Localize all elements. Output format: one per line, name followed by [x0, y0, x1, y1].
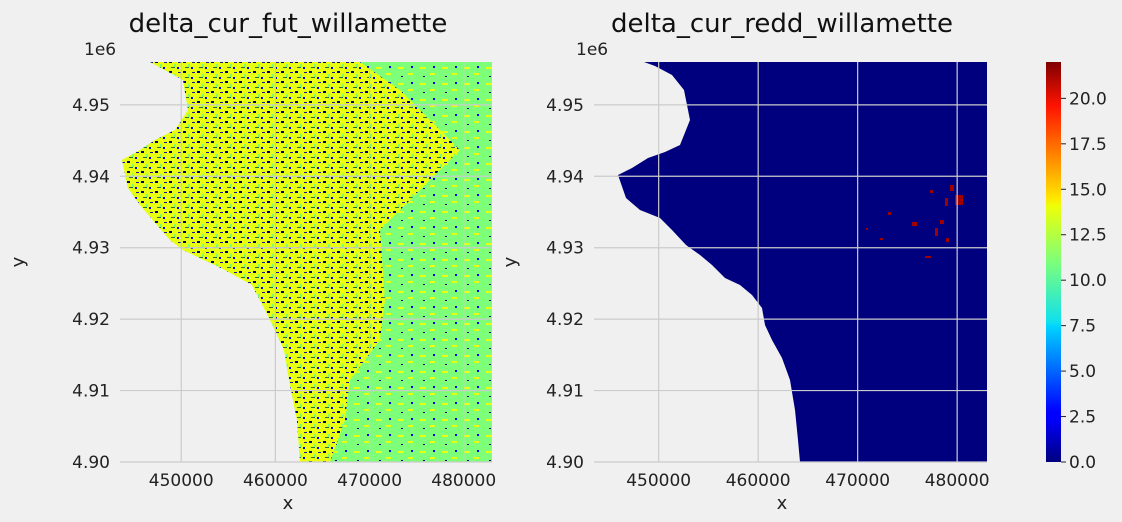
- colorbar-tick-label: 17.5: [1069, 135, 1107, 155]
- left-heatmap: [122, 62, 492, 462]
- left-x-ticks: 450000 460000 470000 480000: [149, 471, 496, 491]
- x-tick-label: 460000: [243, 471, 308, 491]
- left-plot: delta_cur_fut_willamette 1e6 450000 46000…: [8, 9, 496, 514]
- x-tick-label: 480000: [925, 471, 990, 491]
- y-tick-label: 4.93: [546, 239, 584, 259]
- x-tick-label: 470000: [825, 471, 890, 491]
- y-tick-label: 4.90: [546, 453, 584, 473]
- right-plot: delta_cur_redd_willamette 1e6 450000 4600…: [500, 9, 990, 514]
- y-tick-label: 4.95: [546, 96, 584, 116]
- left-hill-region: [122, 62, 460, 462]
- colorbar-tick-label: 5.0: [1069, 362, 1096, 382]
- colorbar-tick-label: 0.0: [1069, 453, 1096, 473]
- left-y-ticks: 4.90 4.91 4.92 4.93 4.94 4.95: [72, 96, 110, 473]
- colorbar-tick-label: 12.5: [1069, 226, 1107, 246]
- y-tick-label: 4.91: [72, 382, 110, 402]
- colorbar-ticks: 0.0 2.5 5.0 7.5 10.0 12.5 15.0 17.5 20.0: [1061, 89, 1107, 473]
- y-tick-label: 4.91: [546, 382, 584, 402]
- x-tick-label: 460000: [726, 471, 791, 491]
- left-title: delta_cur_fut_willamette: [129, 9, 448, 39]
- right-x-label: x: [777, 493, 788, 514]
- y-tick-label: 4.94: [546, 167, 584, 187]
- y-tick-label: 4.92: [72, 310, 110, 330]
- colorbar: 0.0 2.5 5.0 7.5 10.0 12.5 15.0 17.5 20.0: [1046, 62, 1107, 473]
- right-y-ticks: 4.90 4.91 4.92 4.93 4.94 4.95: [546, 96, 584, 473]
- colorbar-tick-label: 2.5: [1069, 408, 1096, 428]
- right-hotspots: [866, 185, 963, 258]
- y-tick-label: 4.95: [72, 96, 110, 116]
- y-tick-label: 4.94: [72, 167, 110, 187]
- left-x-label: x: [283, 493, 294, 514]
- colorbar-gradient: [1046, 62, 1061, 462]
- x-tick-label: 480000: [431, 471, 496, 491]
- right-heatmap: [618, 62, 987, 462]
- colorbar-tick-label: 7.5: [1069, 317, 1096, 337]
- right-y-label: y: [500, 256, 521, 267]
- right-grid: [594, 62, 987, 463]
- y-tick-label: 4.90: [72, 453, 110, 473]
- x-tick-label: 450000: [149, 471, 214, 491]
- x-tick-label: 450000: [626, 471, 691, 491]
- left-y-label: y: [8, 256, 29, 267]
- right-y-offset: 1e6: [576, 40, 608, 60]
- colorbar-tick-label: 15.0: [1069, 180, 1107, 200]
- right-raster-region: [618, 62, 987, 462]
- left-grid: [120, 62, 492, 463]
- x-tick-label: 470000: [337, 471, 402, 491]
- y-tick-label: 4.92: [546, 310, 584, 330]
- colorbar-tick-label: 10.0: [1069, 271, 1107, 291]
- y-tick-label: 4.93: [72, 239, 110, 259]
- left-y-offset: 1e6: [84, 40, 116, 60]
- right-x-ticks: 450000 460000 470000 480000: [626, 471, 989, 491]
- colorbar-tick-label: 20.0: [1069, 89, 1107, 109]
- right-title: delta_cur_redd_willamette: [611, 9, 953, 39]
